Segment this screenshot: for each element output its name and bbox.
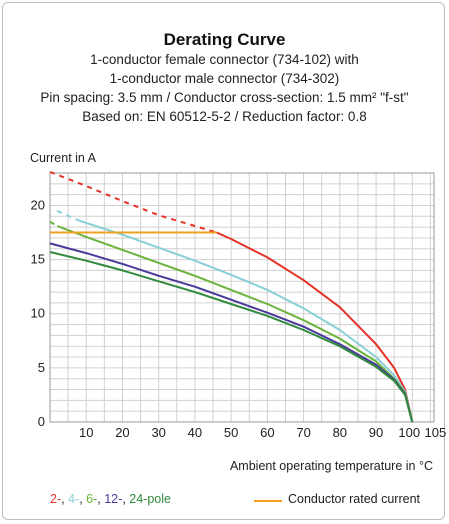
x-tick-label: 80: [333, 425, 347, 440]
series-4-pole-dashed: [56, 209, 80, 222]
legend-12-pole: 12-: [104, 492, 123, 506]
legend-sep: ,: [97, 492, 105, 506]
subtitle-line-2: 1-conductor male connector (734-302): [109, 71, 340, 86]
legend-sep: ,: [61, 492, 69, 506]
legend-sep: ,: [122, 492, 130, 506]
x-tick-label: 60: [260, 425, 274, 440]
legend-rated-current: Conductor rated current: [288, 492, 421, 506]
legend-sep: ,: [79, 492, 87, 506]
y-tick-label: 15: [31, 252, 45, 267]
y-tick-label: 0: [38, 414, 45, 429]
series-24-pole: [49, 251, 414, 423]
legend-4-pole: 4-: [68, 492, 80, 506]
chart-frame: [2, 2, 445, 520]
x-tick-label: 105: [425, 425, 447, 440]
x-tick-label: 20: [115, 425, 129, 440]
subtitle-line-3: Pin spacing: 3.5 mm / Conductor cross-se…: [40, 90, 409, 105]
series-4-pole: [78, 219, 414, 423]
x-tick-label: 100: [398, 425, 420, 440]
subtitle-line-4: Based on: EN 60512-5-2 / Reduction facto…: [82, 109, 367, 124]
y-tick-label: 5: [38, 360, 45, 375]
chart-title: Derating Curve: [163, 30, 286, 49]
y-axis-label: Current in A: [30, 151, 97, 165]
legend-2-pole: 2-: [50, 492, 62, 506]
x-axis-label: Ambient operating temperature in °C: [230, 459, 433, 473]
x-tick-label: 50: [224, 425, 238, 440]
x-tick-label: 70: [296, 425, 310, 440]
series-2-pole-dashed: [49, 170, 217, 234]
pole-legend: 2-, 4-, 6-, 12-, 24-pole: [50, 492, 171, 506]
chart-header: Derating Curve 1-conductor female connec…: [0, 30, 449, 126]
series-6-pole-dashed: [49, 220, 58, 227]
y-tick-label: 20: [31, 197, 45, 212]
legend-24-pole: 24-pole: [129, 492, 171, 506]
plot-area: [50, 173, 434, 422]
legend-6-pole: 6-: [86, 492, 98, 506]
x-tick-label: 10: [79, 425, 93, 440]
y-tick-label: 10: [31, 306, 45, 321]
rated-current-swatch: [254, 500, 282, 502]
plot-border: [49, 172, 435, 423]
subtitle-line-1: 1-conductor female connector (734-102) w…: [90, 52, 359, 67]
x-tick-label: 90: [369, 425, 383, 440]
x-tick-label: 40: [188, 425, 202, 440]
x-tick-label: 30: [151, 425, 165, 440]
series-2-pole: [216, 231, 414, 423]
